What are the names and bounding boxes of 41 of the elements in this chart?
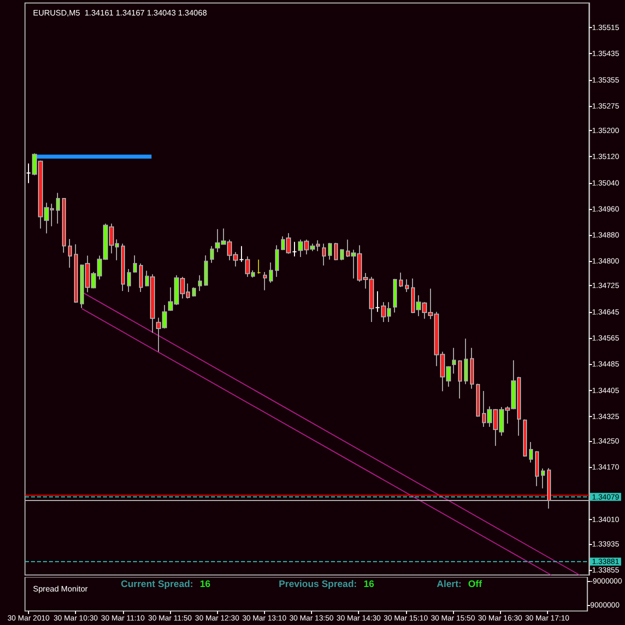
candlestick (192, 286, 196, 298)
candlestick (322, 243, 326, 266)
candlestick (375, 290, 380, 312)
candlestick (275, 244, 279, 278)
annotation: Alert: Off (436, 579, 482, 590)
candlestick (334, 242, 338, 261)
candlestick (458, 360, 462, 399)
candlestick (133, 254, 137, 274)
text: EURUSD,M5 1.34161 1.34167 1.34043 1.34068 (33, 8, 208, 18)
candlestick (198, 274, 202, 292)
candlestick (393, 278, 397, 314)
candlestick (328, 242, 332, 260)
candlestick (523, 418, 527, 458)
candlestick (62, 198, 66, 254)
candlestick (204, 254, 208, 286)
candlestick (529, 441, 533, 464)
candlestick (535, 450, 539, 487)
candlestick (470, 347, 474, 390)
candlestick (127, 268, 131, 292)
candlestick (452, 347, 456, 374)
candlestick (239, 246, 244, 262)
candlestick (292, 241, 297, 257)
candlestick (139, 263, 143, 292)
candlestick (464, 338, 468, 385)
candlestick (121, 243, 125, 292)
candlestick (68, 238, 72, 268)
candlestick (210, 246, 214, 264)
candlestick (257, 259, 261, 274)
candlestick (263, 272, 267, 291)
text: Spread Monitor (33, 584, 88, 594)
annotation: Current Spread: 16 (120, 579, 210, 590)
candlestick (476, 383, 480, 418)
candlestick (74, 244, 78, 304)
candlestick (269, 262, 273, 284)
candlestick (541, 468, 545, 489)
candlestick (26, 162, 31, 184)
candlestick (56, 192, 60, 224)
candlestick (340, 248, 344, 261)
candlestick (405, 278, 409, 292)
candlestick (399, 272, 403, 288)
annotation: Previous Spread: 16 (278, 579, 374, 590)
